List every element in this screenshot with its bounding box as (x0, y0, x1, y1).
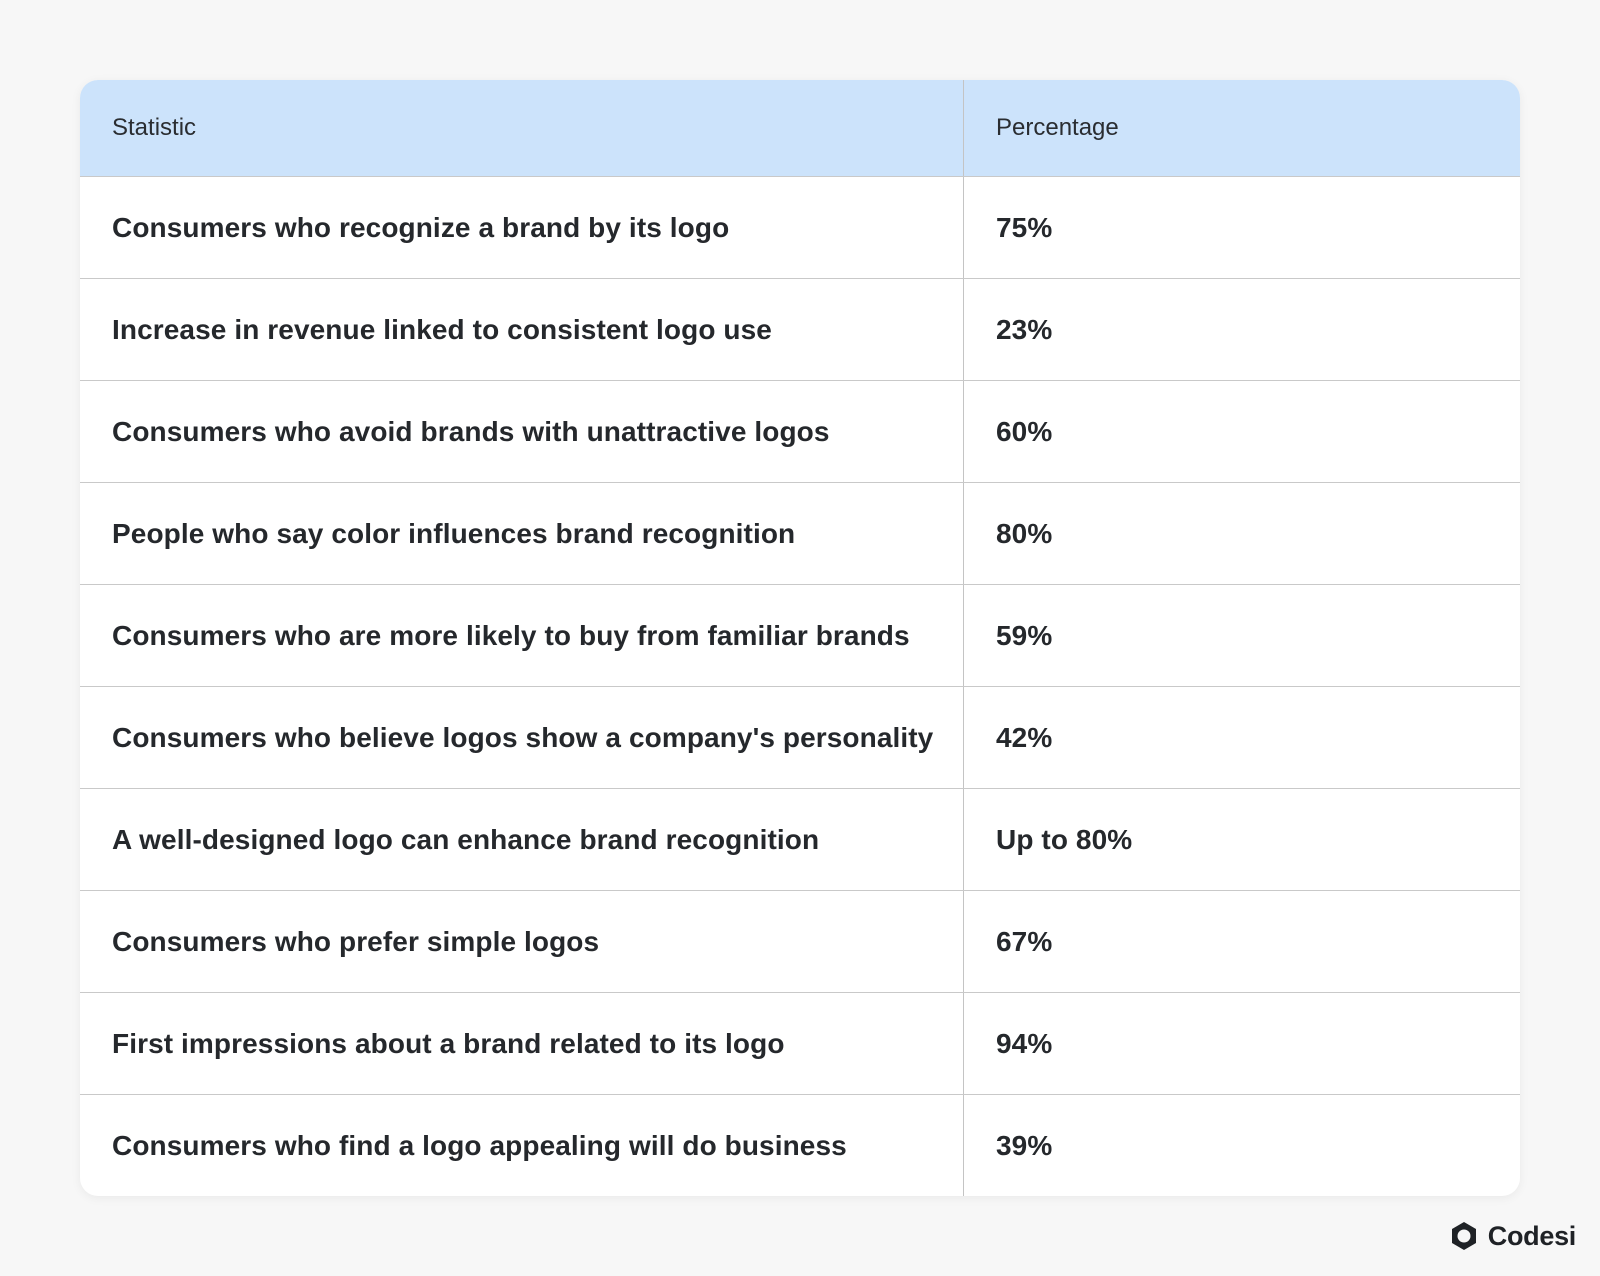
statistic-cell: Consumers who recognize a brand by its l… (80, 177, 964, 278)
table-row: First impressions about a brand related … (80, 992, 1520, 1094)
percentage-cell: Up to 80% (996, 823, 1133, 855)
statistic-cell: Consumers who find a logo appealing will… (80, 1095, 964, 1196)
percentage-cell: 39% (996, 1129, 1053, 1161)
table-row: Consumers who prefer simple logos 67% (80, 890, 1520, 992)
statistic-cell: Consumers who avoid brands with unattrac… (80, 381, 964, 482)
table-row: Consumers who are more likely to buy fro… (80, 584, 1520, 686)
codesi-logo-icon (1451, 1222, 1476, 1250)
table-row: People who say color influences brand re… (80, 482, 1520, 584)
brand-name: Codesi (1487, 1220, 1577, 1251)
statistic-cell: Increase in revenue linked to consistent… (80, 279, 964, 380)
table-row: Consumers who find a logo appealing will… (80, 1094, 1520, 1196)
statistics-table: Statistic Percentage Consumers who recog… (80, 80, 1520, 1196)
table-row: Consumers who recognize a brand by its l… (80, 176, 1520, 278)
table-row: Consumers who believe logos show a compa… (80, 686, 1520, 788)
statistic-cell: People who say color influences brand re… (80, 483, 964, 584)
table-row: A well-designed logo can enhance brand r… (80, 788, 1520, 890)
statistic-cell: Consumers who are more likely to buy fro… (80, 585, 964, 686)
percentage-cell: 23% (996, 313, 1053, 345)
percentage-cell: 67% (996, 925, 1053, 957)
header-statistic: Statistic (80, 80, 964, 176)
statistic-cell: Consumers who believe logos show a compa… (80, 687, 964, 788)
statistic-cell: A well-designed logo can enhance brand r… (80, 789, 964, 890)
percentage-cell: 75% (996, 211, 1053, 243)
percentage-cell: 94% (996, 1027, 1053, 1059)
percentage-cell: 59% (996, 619, 1053, 651)
statistic-cell: First impressions about a brand related … (80, 993, 964, 1094)
table-header: Statistic Percentage (80, 80, 1520, 176)
percentage-cell: 42% (996, 721, 1053, 753)
table-row: Increase in revenue linked to consistent… (80, 278, 1520, 380)
percentage-cell: 60% (996, 415, 1053, 447)
percentage-cell: 80% (996, 517, 1053, 549)
table-row: Consumers who avoid brands with unattrac… (80, 380, 1520, 482)
brand-watermark: Codesi (1448, 1220, 1576, 1252)
statistic-cell: Consumers who prefer simple logos (80, 891, 964, 992)
header-percentage: Percentage (996, 114, 1119, 141)
